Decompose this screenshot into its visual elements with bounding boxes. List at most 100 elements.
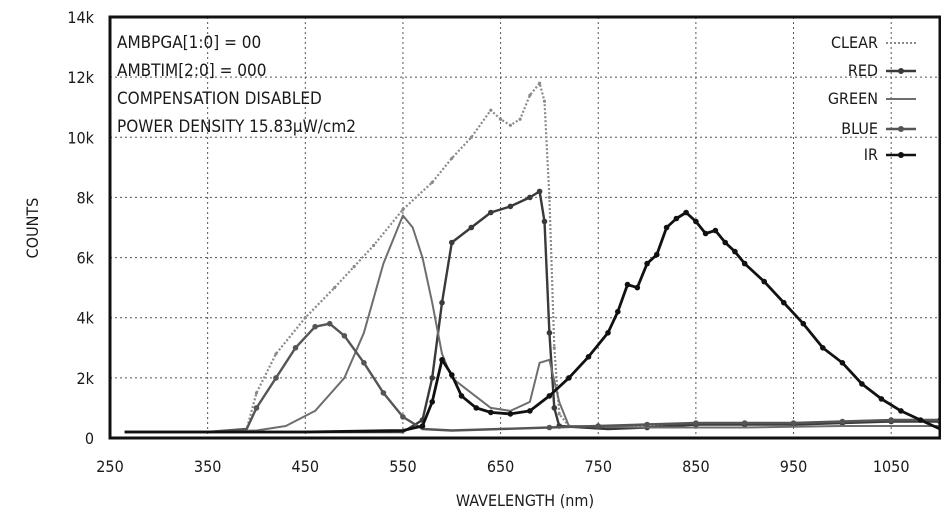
data-point-ir (917, 417, 924, 423)
data-point-ir (458, 393, 465, 399)
legend-label-green: GREEN (828, 89, 878, 108)
data-point-ir (781, 299, 787, 306)
data-point-clear (372, 243, 376, 248)
data-point-ir (761, 278, 767, 285)
data-point-ir (663, 224, 670, 231)
data-point-ir (741, 260, 748, 267)
y-tick-label: 10k (67, 128, 94, 147)
data-point-clear (352, 265, 356, 269)
data-point-clear (552, 346, 556, 350)
data-point-clear (303, 316, 307, 320)
data-point-blue (400, 414, 406, 420)
x-tick-label: 750 (585, 457, 612, 476)
data-point-ir (624, 281, 631, 288)
data-point-ir (615, 308, 621, 315)
data-point-red (449, 239, 455, 246)
data-point-blue (839, 418, 846, 425)
data-point-ir (419, 423, 426, 429)
data-point-red (541, 218, 548, 225)
x-tick-label: 1050 (873, 457, 910, 476)
data-point-blue (341, 333, 348, 339)
data-point-red (507, 203, 514, 210)
data-point-clear (528, 93, 532, 97)
data-point-clear (274, 352, 278, 356)
series-line-green (124, 214, 940, 433)
data-point-red (488, 209, 494, 216)
data-point-ir (473, 405, 480, 411)
data-point-ir (673, 215, 680, 222)
data-point-blue (312, 323, 318, 330)
data-point-blue (361, 360, 367, 366)
legend-label-clear: CLEAR (831, 33, 878, 52)
series-blue (124, 320, 941, 434)
data-point-ir (488, 409, 494, 416)
legend: CLEAR RED GREEN BLUE IR (828, 33, 916, 164)
series-line-blue (124, 322, 940, 434)
data-point-red (546, 330, 553, 336)
legend-label-red: RED (848, 61, 878, 80)
data-point-blue (693, 420, 699, 426)
data-point-blue (644, 421, 650, 428)
y-tick-label: 2k (77, 369, 95, 388)
data-point-clear (450, 156, 454, 160)
annotation-compensation: COMPENSATION DISABLED (117, 89, 322, 109)
grid (110, 17, 940, 438)
data-point-red (527, 194, 533, 201)
data-point-red (551, 405, 558, 411)
legend-label-blue: BLUE (841, 119, 878, 138)
data-point-blue (292, 345, 299, 351)
y-tick-label: 8k (77, 188, 95, 207)
x-tick-label: 350 (194, 457, 221, 476)
y-tick-label: 0 (85, 429, 94, 448)
x-tick-labels: 250 350 450 550 650 750 850 950 1050 (96, 457, 909, 476)
data-point-ir (859, 381, 865, 387)
data-point-ir (693, 218, 699, 225)
data-point-clear (557, 412, 561, 416)
data-point-blue (273, 375, 279, 381)
data-point-clear (401, 207, 405, 212)
x-tick-label: 950 (780, 457, 807, 476)
data-point-blue (253, 405, 260, 411)
data-point-blue (888, 417, 894, 423)
data-point-ir (605, 330, 611, 336)
data-point-clear (538, 81, 542, 85)
legend-marker-ir (898, 152, 904, 158)
data-point-ir (546, 393, 553, 399)
plot-frame (108, 15, 941, 440)
data-point-ir (634, 284, 641, 291)
y-tick-label: 4k (77, 309, 95, 328)
series-green (124, 214, 940, 433)
data-point-ir (644, 260, 650, 267)
x-tick-label: 850 (682, 457, 709, 476)
data-point-ir (683, 209, 689, 216)
data-point-ir (449, 372, 455, 378)
data-point-blue (380, 390, 387, 396)
data-point-blue (790, 420, 797, 426)
data-point-red (536, 188, 543, 195)
x-tick-label: 250 (96, 457, 123, 476)
data-point-clear (542, 99, 547, 103)
data-point-blue (741, 420, 748, 426)
data-point-clear (489, 108, 493, 112)
legend-marker-blue (898, 126, 904, 132)
data-point-clear (547, 195, 552, 199)
data-point-blue (546, 424, 553, 431)
legend-marker-red (898, 68, 904, 74)
y-tick-label: 14k (67, 8, 94, 27)
data-point-clear (499, 117, 503, 121)
data-point-ir (439, 357, 445, 363)
data-point-ir (732, 248, 738, 255)
y-tick-label: 12k (67, 68, 94, 87)
data-point-red (468, 224, 475, 231)
data-point-ir (429, 399, 436, 405)
data-point-clear (469, 135, 473, 139)
data-point-clear (333, 286, 337, 290)
data-point-ir (566, 375, 572, 381)
y-tick-labels: 0 2k 4k 6k 8k 10k 12k 14k (67, 8, 94, 448)
annotation-power-density: POWER DENSITY 15.83µW/cm2 (117, 117, 356, 137)
data-point-clear (508, 123, 512, 127)
series-ir (124, 209, 941, 434)
x-axis-label: WAVELENGTH (nm) (456, 491, 594, 510)
data-point-ir (702, 230, 709, 237)
